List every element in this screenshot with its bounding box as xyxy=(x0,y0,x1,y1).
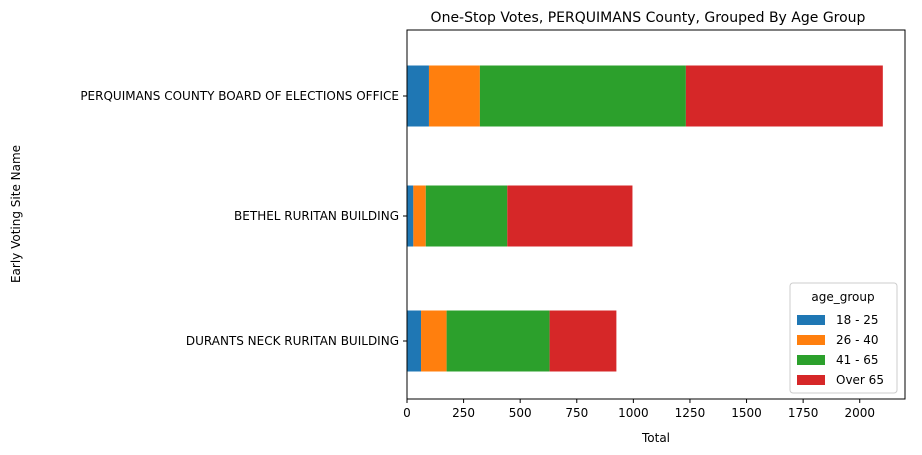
legend-label: 18 - 25 xyxy=(836,313,879,327)
bar-segment xyxy=(479,65,686,127)
x-axis-label: Total xyxy=(641,431,670,445)
legend-box xyxy=(789,282,898,394)
bar-segment xyxy=(407,65,429,127)
x-axis: 0 250 500 750 1000 1250 1500 1750 2000 xyxy=(403,399,875,420)
bar-segment xyxy=(407,310,422,372)
y-axis: PERQUIMANS COUNTY BOARD OF ELECTIONS OFF… xyxy=(80,89,407,348)
bar-segment xyxy=(421,310,447,372)
bars-group xyxy=(407,65,883,372)
y-axis-label: Early Voting Site Name xyxy=(9,145,23,283)
bar-segment xyxy=(425,185,508,247)
legend-swatch xyxy=(797,375,825,385)
bar-segment xyxy=(428,65,480,127)
legend: age_group 18 - 25 26 - 40 41 - 65 Over 65 xyxy=(789,282,898,394)
chart-title: One-Stop Votes, PERQUIMANS County, Group… xyxy=(431,10,866,26)
plot-area-frame xyxy=(406,29,906,400)
legend-swatch xyxy=(797,315,825,325)
legend-swatch xyxy=(797,335,825,345)
x-tick-label: 500 xyxy=(509,406,532,420)
legend-label: 26 - 40 xyxy=(836,333,879,347)
bar-segment xyxy=(407,185,414,247)
y-tick-label: BETHEL RURITAN BUILDING xyxy=(234,209,399,223)
bar-segment xyxy=(549,310,617,372)
x-tick-label: 0 xyxy=(403,406,411,420)
legend-title: age_group xyxy=(811,290,874,304)
y-tick-label: PERQUIMANS COUNTY BOARD OF ELECTIONS OFF… xyxy=(80,89,399,103)
bar-segment xyxy=(685,65,883,127)
x-tick-label: 1000 xyxy=(618,406,649,420)
legend-label: 41 - 65 xyxy=(836,353,879,367)
bar-segment xyxy=(446,310,550,372)
y-tick-label: DURANTS NECK RURITAN BUILDING xyxy=(186,334,399,348)
x-tick-label: 750 xyxy=(565,406,588,420)
bar-segment xyxy=(413,185,426,247)
x-tick-label: 1500 xyxy=(731,406,762,420)
x-tick-label: 250 xyxy=(452,406,475,420)
x-tick-label: 1750 xyxy=(788,406,819,420)
legend-label: Over 65 xyxy=(836,373,884,387)
legend-swatch xyxy=(797,355,825,365)
x-tick-label: 2000 xyxy=(844,406,875,420)
x-tick-label: 1250 xyxy=(675,406,706,420)
bar-segment xyxy=(507,185,633,247)
